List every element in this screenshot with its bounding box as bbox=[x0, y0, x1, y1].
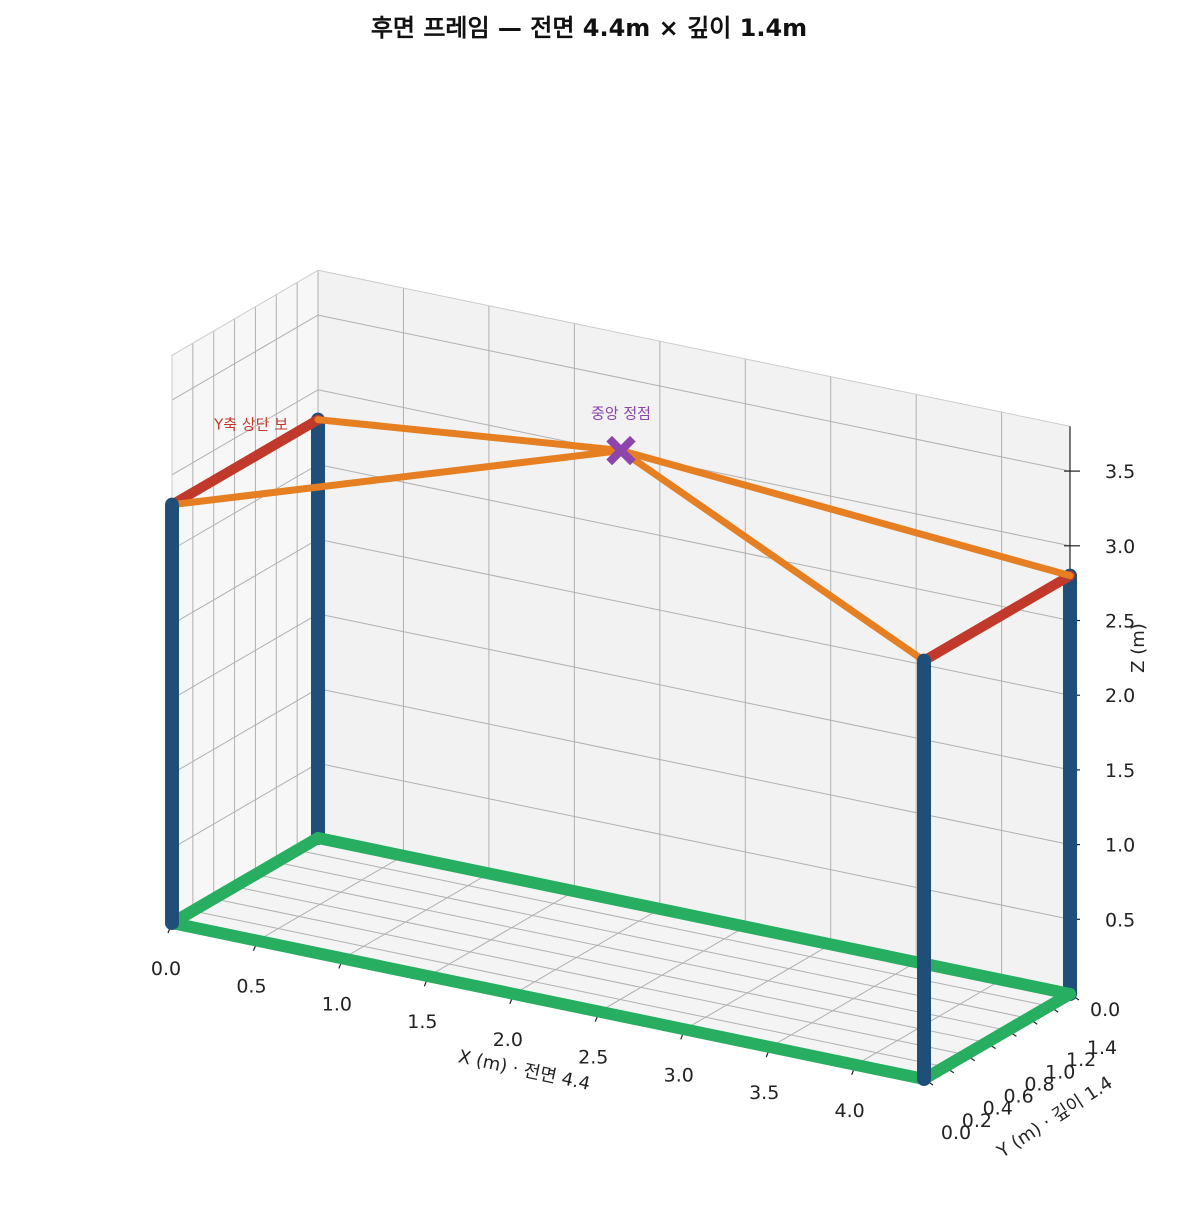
y-beam-annotation: Y축 상단 보 bbox=[213, 416, 288, 434]
y-tick-label: 0.8 bbox=[1024, 1073, 1054, 1095]
rafter bbox=[617, 447, 928, 665]
grid-line-y-floor bbox=[234, 886, 987, 1044]
base-beam bbox=[312, 832, 1076, 1000]
base-beam bbox=[918, 988, 1076, 1085]
x-tick-label: 4.0 bbox=[835, 1100, 865, 1122]
x-tick-label: 0.5 bbox=[236, 976, 266, 998]
z-tick-label: 1.0 bbox=[1105, 835, 1135, 857]
grid-line-z-side bbox=[171, 464, 319, 550]
y-tick-label: 1.0 bbox=[1045, 1061, 1075, 1083]
grid-line-z-side bbox=[171, 538, 319, 625]
z-tick-label: 3.5 bbox=[1105, 461, 1135, 483]
annotations: 중앙 정점 Y축 상단 보 bbox=[213, 405, 651, 434]
rafter bbox=[617, 447, 1074, 580]
grid-line-z-back bbox=[317, 464, 1071, 621]
pane-edge-top bbox=[317, 269, 1071, 427]
grid-line-y-floor bbox=[213, 898, 966, 1056]
back-pane bbox=[318, 270, 1070, 994]
grid-line-z-back bbox=[317, 688, 1071, 846]
z-tick-label: 3.0 bbox=[1105, 536, 1135, 558]
grid-line-z-side bbox=[171, 688, 319, 775]
grid-line-z-back bbox=[317, 613, 1071, 771]
chart-title: 후면 프레임 — 전면 4.4m × 깊이 1.4m bbox=[371, 14, 807, 42]
grid-line-x-floor bbox=[599, 926, 746, 1013]
y-tick-label: 1.4 bbox=[1087, 1037, 1117, 1059]
grid-line-y-floor bbox=[276, 861, 1029, 1019]
floor-pane bbox=[172, 838, 1070, 1079]
y-tick-label: 0.2 bbox=[962, 1110, 992, 1132]
x-tick-label: 2.5 bbox=[578, 1047, 608, 1069]
grid-line-z-back bbox=[317, 538, 1071, 696]
y-top-beam bbox=[919, 570, 1075, 666]
grid-line-x-floor bbox=[513, 908, 661, 995]
z-tick-label: 0.0 bbox=[1090, 999, 1120, 1021]
axes-gridlines bbox=[171, 270, 1071, 1080]
apex-annotation: 중앙 정점 bbox=[591, 405, 651, 423]
axes-ticks: 0.00.51.01.52.02.53.03.54.00.00.20.40.60… bbox=[151, 461, 1135, 1144]
grid-line-x-floor bbox=[769, 961, 917, 1048]
axes-panes bbox=[172, 270, 1070, 1079]
y-tick-label: 1.2 bbox=[1066, 1049, 1096, 1071]
grid-line-z-side bbox=[171, 762, 319, 849]
z-tick-label: 2.0 bbox=[1105, 685, 1135, 707]
x-tick-label: 3.0 bbox=[664, 1064, 694, 1086]
y-tick-label: 0.0 bbox=[941, 1122, 971, 1144]
y-top-beam bbox=[167, 414, 323, 510]
x-tick-label: 3.5 bbox=[749, 1082, 779, 1104]
x-tick-label: 0.0 bbox=[151, 958, 181, 980]
z-tick-label: 2.5 bbox=[1105, 611, 1135, 633]
base-beam bbox=[166, 832, 324, 929]
grid-line-x-floor bbox=[684, 943, 831, 1030]
grid-line-z-side bbox=[171, 314, 319, 401]
x-axis-label: X (m) · 전면 4.4 bbox=[456, 1046, 592, 1094]
grid-line-z-side bbox=[171, 389, 319, 476]
x-tick-label: 2.0 bbox=[493, 1029, 523, 1051]
grid-line-z-back bbox=[317, 762, 1071, 920]
z-axis-label: Z (m) bbox=[1128, 623, 1149, 673]
rafter bbox=[168, 447, 625, 509]
grid-line-x-floor bbox=[342, 873, 490, 959]
z-tick-label: 0.5 bbox=[1105, 909, 1135, 931]
pane-edge-top-side bbox=[171, 269, 319, 356]
x-tick-label: 1.0 bbox=[322, 993, 352, 1015]
grid-line-z-back bbox=[317, 314, 1071, 472]
apex-marker bbox=[606, 435, 636, 466]
z-tick-label: 1.5 bbox=[1105, 760, 1135, 782]
frame-members bbox=[165, 412, 1077, 1086]
grid-line-z-side bbox=[171, 613, 319, 700]
rafter bbox=[314, 416, 625, 455]
y-tick-label: 0.6 bbox=[1003, 1086, 1033, 1108]
side-pane bbox=[172, 270, 318, 923]
grid-line-y-floor bbox=[255, 873, 1008, 1031]
y-tick-label: 0.4 bbox=[983, 1098, 1013, 1120]
grid-line-x-floor bbox=[257, 855, 404, 942]
grid-line-y-floor bbox=[192, 910, 945, 1068]
x-tick-label: 1.5 bbox=[407, 1011, 437, 1033]
base-beam bbox=[166, 917, 930, 1085]
grid-line-x-floor bbox=[428, 890, 575, 977]
